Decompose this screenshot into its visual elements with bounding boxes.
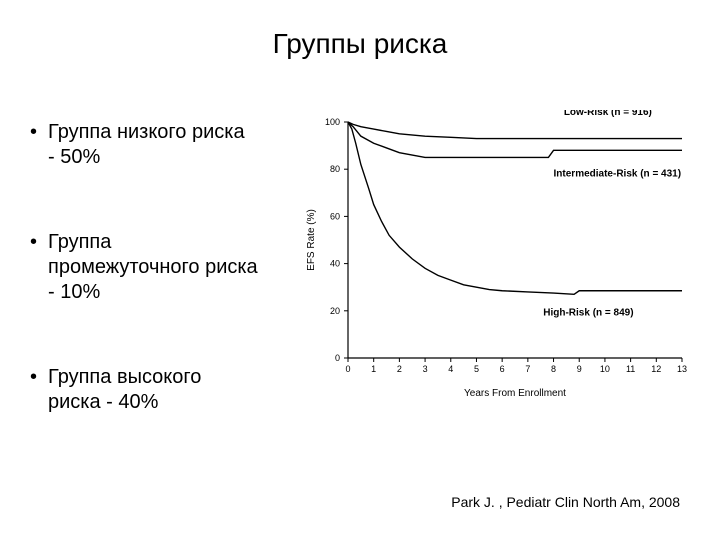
- svg-text:9: 9: [577, 364, 582, 374]
- svg-text:8: 8: [551, 364, 556, 374]
- svg-text:60: 60: [330, 211, 340, 221]
- svg-text:10: 10: [600, 364, 610, 374]
- svg-text:20: 20: [330, 306, 340, 316]
- bullet-dot: •: [30, 365, 48, 415]
- svg-text:7: 7: [525, 364, 530, 374]
- bullet-text: Группа низкого риска- 50%: [48, 120, 245, 170]
- bullet-dot: •: [30, 120, 48, 170]
- survival-chart: 012345678910111213020406080100Years From…: [300, 110, 700, 410]
- bullet-text: Группа высокогориска - 40%: [48, 365, 201, 415]
- svg-text:40: 40: [330, 259, 340, 269]
- svg-text:Intermediate-Risk (n = 431): Intermediate-Risk (n = 431): [554, 168, 682, 179]
- bullet-text: Группапромежуточного риска- 10%: [48, 230, 258, 305]
- svg-text:13: 13: [677, 364, 687, 374]
- svg-text:Low-Risk (n = 916): Low-Risk (n = 916): [564, 110, 652, 118]
- chart-svg: 012345678910111213020406080100Years From…: [300, 110, 700, 410]
- svg-text:6: 6: [500, 364, 505, 374]
- svg-text:0: 0: [335, 353, 340, 363]
- svg-text:High-Risk (n = 849): High-Risk (n = 849): [543, 308, 633, 319]
- svg-text:0: 0: [345, 364, 350, 374]
- svg-text:4: 4: [448, 364, 453, 374]
- svg-text:12: 12: [651, 364, 661, 374]
- svg-text:100: 100: [325, 117, 340, 127]
- svg-text:EFS Rate (%): EFS Rate (%): [306, 209, 317, 271]
- svg-text:5: 5: [474, 364, 479, 374]
- bullet-dot: •: [30, 230, 48, 305]
- svg-text:1: 1: [371, 364, 376, 374]
- svg-text:Years From Enrollment: Years From Enrollment: [464, 388, 566, 399]
- svg-text:3: 3: [423, 364, 428, 374]
- svg-text:11: 11: [626, 364, 635, 374]
- citation: Park J. , Pediatr Clin North Am, 2008: [451, 494, 680, 510]
- svg-text:2: 2: [397, 364, 402, 374]
- svg-text:80: 80: [330, 164, 340, 174]
- slide-title: Группы риска: [0, 28, 720, 60]
